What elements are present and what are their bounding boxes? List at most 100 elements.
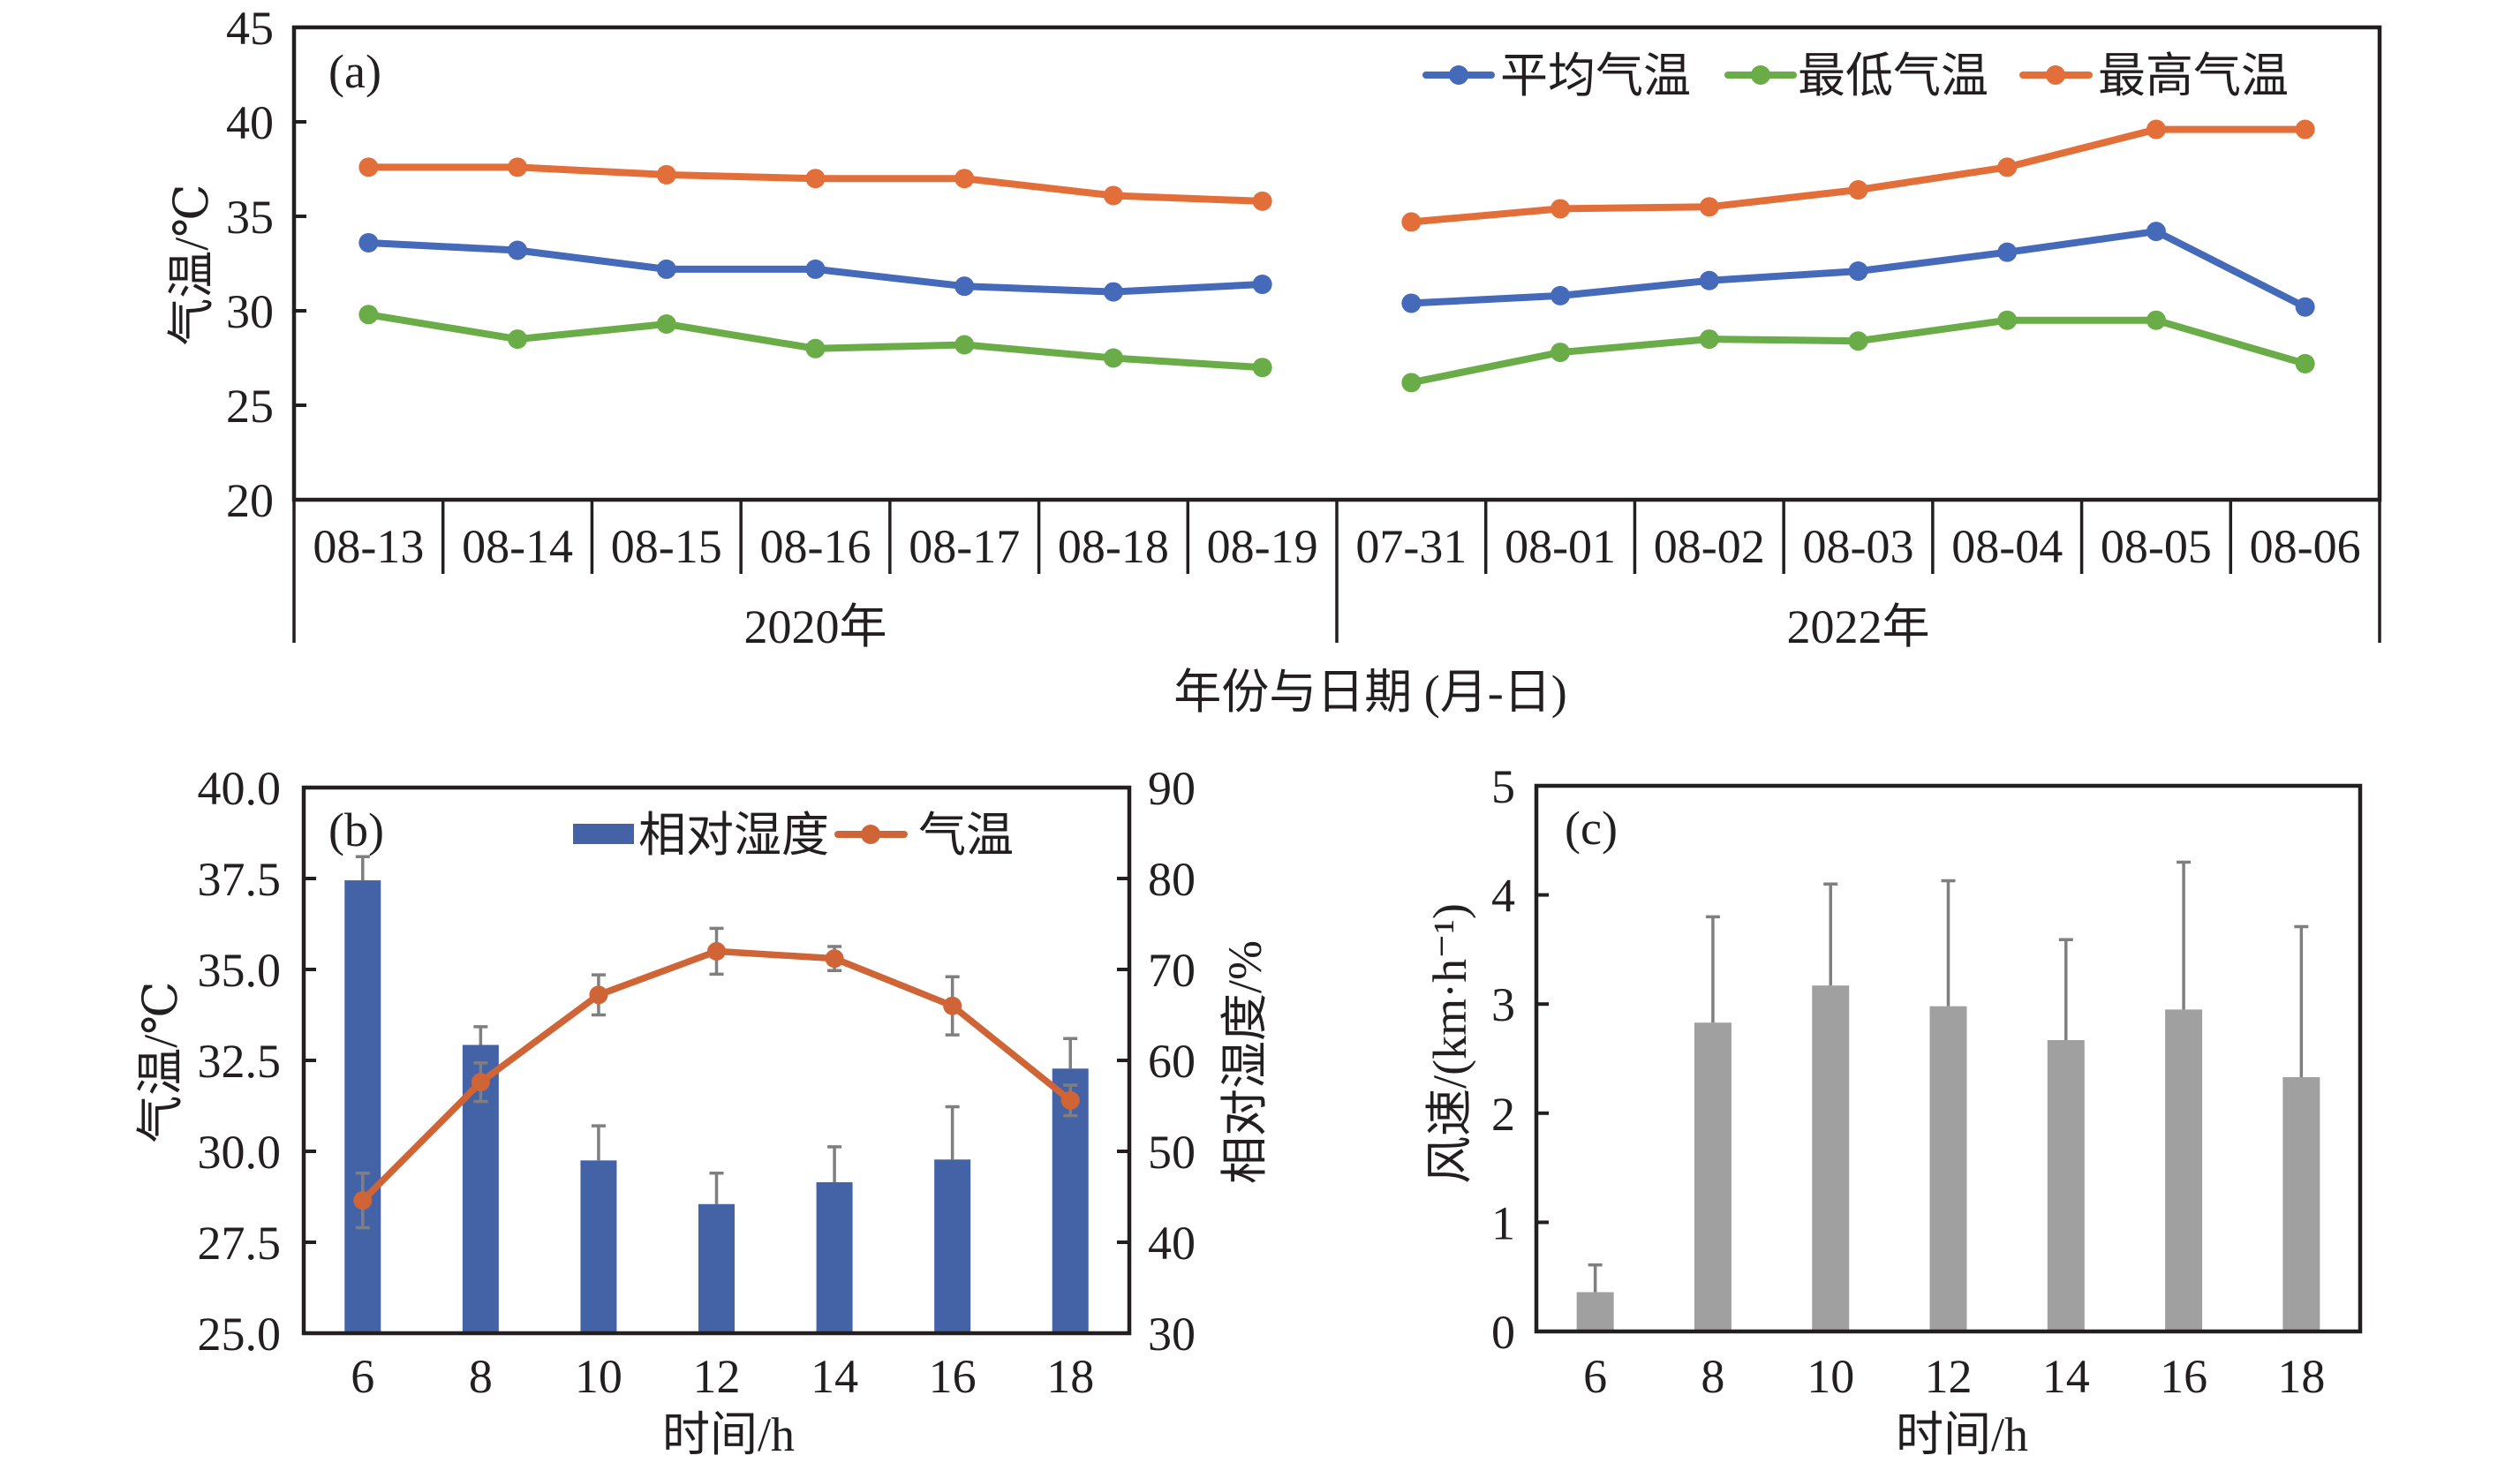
panel-c-label: (c) xyxy=(1565,802,1618,855)
x-tick-label: 14 xyxy=(2042,1350,2090,1403)
panel-b-legend: 相对湿度 气温 xyxy=(573,809,1014,862)
max-temp-point xyxy=(1699,197,1719,217)
max-temp-point xyxy=(1252,191,1272,211)
max-temp-point xyxy=(1550,199,1571,219)
x-category-label: 08-05 xyxy=(2101,520,2212,573)
min-temp-point xyxy=(1401,373,1422,393)
panel-c-plot-frame xyxy=(1534,783,2363,1334)
legend-item-mean-temp: 平均气温 xyxy=(1422,49,1691,102)
right-y-tick-label: 80 xyxy=(1148,853,1196,906)
y-tick-label: 1 xyxy=(1491,1196,1515,1249)
y-tick-label: 45 xyxy=(226,2,274,55)
x-group-label: 2022年 xyxy=(1787,600,1930,653)
x-category-label: 08-13 xyxy=(313,520,424,573)
legend-marker-min-temp xyxy=(1751,65,1770,85)
x-category-label: 08-02 xyxy=(1654,520,1765,573)
max-temp-point xyxy=(508,157,528,177)
legend-label-air-temp: 气温 xyxy=(918,809,1014,862)
x-tick-label: 12 xyxy=(1925,1350,1973,1403)
max-temp-point xyxy=(656,164,676,185)
min-temp-point xyxy=(1550,343,1571,363)
panel-c-y-axis-title: 风速/(km·h⁻¹) xyxy=(1423,903,1476,1184)
mean-temp-point xyxy=(656,259,676,279)
panel-b-plot-frame xyxy=(301,785,1132,1336)
humidity-bar xyxy=(344,880,381,1333)
air-temp-point xyxy=(707,941,726,961)
right-y-tick-label: 60 xyxy=(1148,1035,1196,1088)
mean-temp-point xyxy=(2295,297,2315,317)
humidity-bar xyxy=(698,1203,735,1333)
mean-temp-point xyxy=(1848,261,1868,282)
x-tick-label: 18 xyxy=(1046,1350,1094,1403)
left-y-tick-label: 32.5 xyxy=(198,1035,282,1088)
y-tick-label: 30 xyxy=(226,285,274,338)
wind-speed-bar xyxy=(2047,1039,2085,1331)
mean-temp-point xyxy=(1252,275,1272,295)
y-tick-label: 0 xyxy=(1491,1306,1515,1359)
min-temp-point xyxy=(1252,358,1272,378)
panel-a-legend: 平均气温 最低气温 最高气温 xyxy=(1422,49,2289,102)
legend-item-humidity: 相对湿度 xyxy=(573,809,829,862)
max-temp-line-group-1 xyxy=(1407,125,2309,226)
legend-label-min-temp: 最低气温 xyxy=(1798,49,1988,102)
right-y-tick-label: 50 xyxy=(1148,1126,1196,1179)
right-y-tick-label: 40 xyxy=(1148,1217,1196,1270)
air-temp-point xyxy=(353,1191,373,1210)
mean-temp-point xyxy=(954,276,975,297)
y-tick-label: 4 xyxy=(1491,870,1515,923)
min-temp-point xyxy=(508,329,528,350)
y-tick-label: 35 xyxy=(226,191,274,244)
air-temp-point xyxy=(943,996,962,1015)
mean-temp-point xyxy=(508,240,528,260)
x-category-label: 08-18 xyxy=(1058,520,1169,573)
panel-b-label: (b) xyxy=(328,803,384,856)
y-tick-label: 20 xyxy=(226,474,274,527)
max-temp-point xyxy=(805,169,826,189)
right-y-tick-label: 90 xyxy=(1148,762,1196,815)
x-category-label: 08-17 xyxy=(909,520,1020,573)
mean-temp-point xyxy=(358,232,379,253)
air-temp-point xyxy=(825,949,844,969)
panel-b-right-y-axis-title: 相对湿度/% xyxy=(1219,940,1271,1184)
legend-label-mean-temp: 平均气温 xyxy=(1500,49,1691,102)
panel-a-plot-frame xyxy=(291,25,2382,502)
left-y-tick-label: 40.0 xyxy=(198,762,282,815)
x-tick-label: 10 xyxy=(1807,1350,1854,1403)
panel-a-plot-marks: 20 25 30 35 40 45 08-13 08-14 08-15 08-16 08-17 08-… xyxy=(226,2,2381,653)
legend-item-max-temp: 最高气温 xyxy=(2019,49,2289,102)
x-category-label: 08-19 xyxy=(1207,520,1318,573)
left-y-tick-label: 25.0 xyxy=(198,1308,282,1361)
min-temp-line-group-1 xyxy=(1407,316,2309,387)
air-temp-point xyxy=(589,985,608,1005)
air-temp-point xyxy=(1060,1090,1080,1110)
wind-speed-bar xyxy=(1694,1022,1732,1331)
legend-label-humidity: 相对湿度 xyxy=(638,809,829,862)
x-category-label: 07-31 xyxy=(1355,520,1467,573)
x-category-label: 08-03 xyxy=(1803,520,1914,573)
mean-temp-point xyxy=(2146,222,2166,242)
x-tick-label: 8 xyxy=(1701,1350,1724,1403)
legend-marker-air-temp xyxy=(861,825,880,844)
x-category-label: 08-01 xyxy=(1505,520,1616,573)
min-temp-point xyxy=(805,338,826,358)
x-category-label: 08-15 xyxy=(611,520,722,573)
wind-speed-bar xyxy=(2165,1009,2203,1331)
x-category-label: 08-06 xyxy=(2250,520,2361,573)
humidity-bar xyxy=(934,1159,971,1333)
x-tick-label: 6 xyxy=(1583,1350,1607,1403)
min-temp-point xyxy=(954,335,975,355)
y-tick-label: 2 xyxy=(1491,1088,1515,1141)
left-y-tick-label: 35.0 xyxy=(198,944,282,997)
right-y-tick-label: 30 xyxy=(1148,1308,1196,1361)
legend-item-min-temp: 最低气温 xyxy=(1724,49,1988,102)
x-tick-label: 16 xyxy=(929,1350,977,1403)
x-category-label: 08-16 xyxy=(760,520,871,573)
panel-b-x-axis-title: 时间/h xyxy=(662,1408,795,1461)
panel-c-x-axis-title: 时间/h xyxy=(1896,1408,2028,1461)
humidity-bar xyxy=(816,1182,853,1333)
max-temp-point xyxy=(954,169,975,189)
legend-label-max-temp: 最高气温 xyxy=(2098,49,2289,102)
